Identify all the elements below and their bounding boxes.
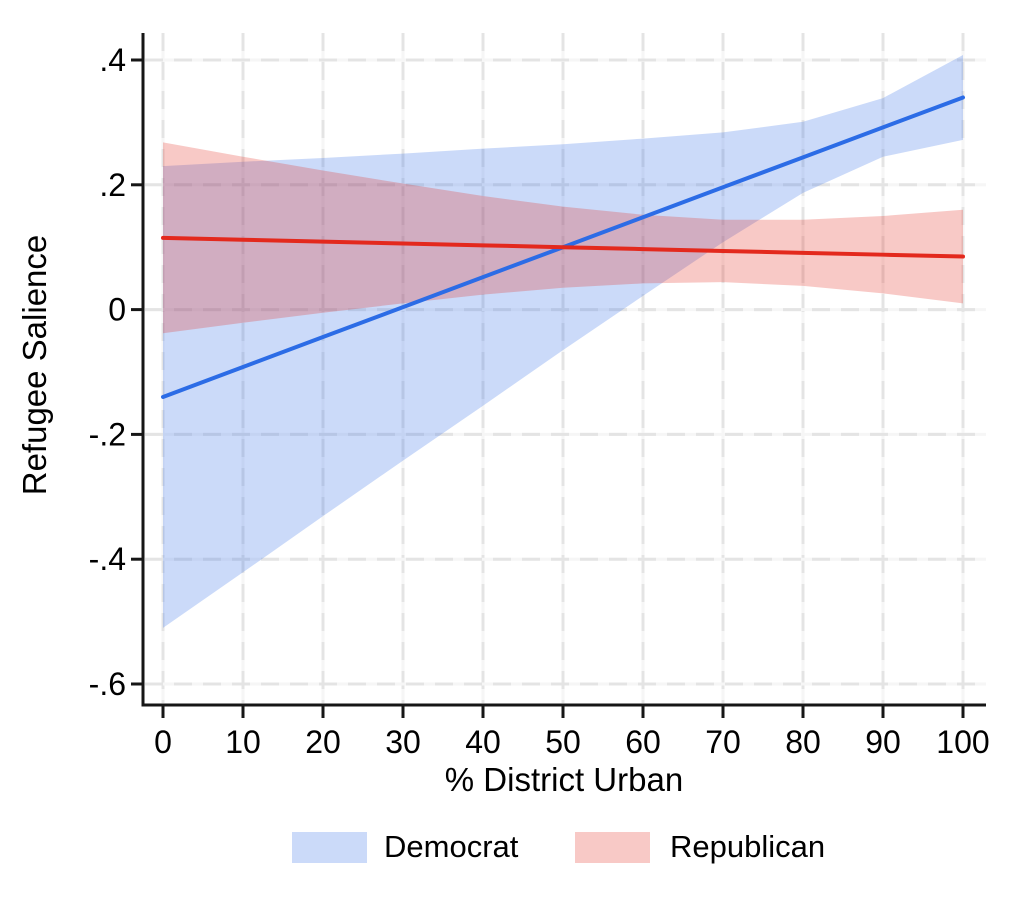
y-tick-label: -.2 <box>89 416 126 452</box>
tick-labels: .4 .2 0 -.2 -.4 -.6 0 10 20 30 40 50 60 70 80 90 100 <box>89 42 990 760</box>
x-tick-label: 50 <box>545 724 581 760</box>
legend-label-democrat: Democrat <box>384 829 519 864</box>
democrat-ci-band <box>163 55 963 628</box>
x-tick-label: 40 <box>465 724 501 760</box>
x-tick-label: 20 <box>305 724 341 760</box>
trend-lines <box>161 95 965 399</box>
legend-swatch-democrat <box>292 832 367 863</box>
x-tick-label: 10 <box>225 724 261 760</box>
x-tick-label: 70 <box>705 724 741 760</box>
x-tick-label: 60 <box>625 724 661 760</box>
gridlines <box>145 33 986 703</box>
republican-trend-line <box>161 235 965 259</box>
x-tick-label: 80 <box>785 724 821 760</box>
tick-marks <box>131 58 965 718</box>
y-tick-label: -.6 <box>89 666 126 702</box>
x-tick-label: 90 <box>865 724 901 760</box>
legend-label-republican: Republican <box>670 829 825 864</box>
legend: Democrat Republican <box>292 829 825 864</box>
x-tick-label: 30 <box>385 724 421 760</box>
y-tick-label: 0 <box>108 292 126 328</box>
x-axis-title: % District Urban <box>445 761 683 798</box>
y-axis-title: Refugee Salience <box>16 235 53 496</box>
republican-ci-band <box>163 142 963 334</box>
x-tick-label: 100 <box>936 724 989 760</box>
y-tick-label: -.4 <box>89 541 126 577</box>
x-tick-label: 0 <box>154 724 172 760</box>
legend-swatch-republican <box>575 832 650 863</box>
y-tick-label: .4 <box>99 42 126 78</box>
confidence-bands <box>163 55 963 628</box>
y-tick-label: .2 <box>99 167 126 203</box>
